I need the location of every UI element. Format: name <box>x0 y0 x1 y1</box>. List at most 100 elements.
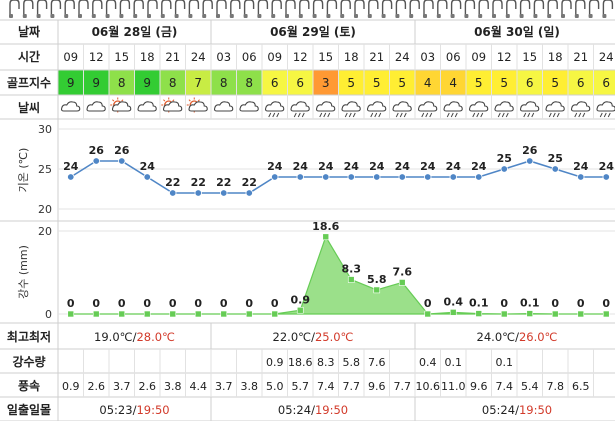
time-cell: 06 <box>446 50 461 64</box>
temperature-point <box>93 158 100 165</box>
golf-index-cell: 5 <box>390 71 415 95</box>
temperature-data-label: 24 <box>471 160 487 173</box>
temperature-data-label: 26 <box>114 144 130 157</box>
rainfall-point <box>450 309 456 315</box>
svg-text:9: 9 <box>92 76 100 90</box>
temperature-point <box>552 166 559 173</box>
rainfall-point <box>119 311 125 317</box>
rainfall-point <box>348 277 354 283</box>
time-cell: 12 <box>293 50 308 64</box>
temperature-data-label: 24 <box>395 160 411 173</box>
temperature-point <box>373 174 380 181</box>
date-row-label: 날짜 <box>18 24 40 39</box>
temperature-data-label: 24 <box>63 160 79 173</box>
svg-text:5: 5 <box>398 76 406 90</box>
golf-index-cell: 8 <box>161 71 186 95</box>
time-cell: 18 <box>548 50 563 64</box>
time-cell: 12 <box>89 50 104 64</box>
svg-text:9: 9 <box>67 76 75 90</box>
rainfall-data-label: 0 <box>92 297 100 310</box>
rainfall-data-label: 0 <box>245 297 253 310</box>
temperature-point <box>348 174 355 181</box>
temperature-point <box>246 190 253 197</box>
rainfall-data-label: 0 <box>271 297 279 310</box>
svg-text:8: 8 <box>118 76 126 90</box>
wind-cell: 0.9 <box>62 380 80 393</box>
rainfall-data-label: 0 <box>118 297 126 310</box>
golf-index-cell: 8 <box>212 71 237 95</box>
rainfall-point <box>195 311 201 317</box>
temperature-data-label: 24 <box>599 160 615 173</box>
svg-text:4: 4 <box>424 76 432 90</box>
svg-text:6: 6 <box>296 76 304 90</box>
time-cell: 15 <box>522 50 537 64</box>
svg-text:5: 5 <box>551 76 559 90</box>
temperature-data-label: 24 <box>369 160 385 173</box>
rainfall-point <box>425 311 431 317</box>
svg-text:7: 7 <box>194 76 202 90</box>
rainfall-point <box>272 311 278 317</box>
time-cell: 21 <box>573 50 588 64</box>
wind-cell: 11.0 <box>441 380 466 393</box>
rainfall-data-label: 7.6 <box>393 265 413 278</box>
rainfall-point <box>93 311 99 317</box>
svg-text:8: 8 <box>169 76 177 90</box>
rainfall-point <box>476 311 482 317</box>
y-tick-label: 30 <box>38 123 52 136</box>
rainfall-cell: 7.6 <box>368 356 386 369</box>
golf-index-cell: 6 <box>518 71 543 95</box>
temperature-point <box>424 174 431 181</box>
rainfall-cell: 8.3 <box>317 356 335 369</box>
rainfall-data-label: 0 <box>67 297 75 310</box>
rainfall-point <box>527 311 533 317</box>
rainfall-data-label: 0 <box>194 297 202 310</box>
time-cell: 03 <box>420 50 435 64</box>
golf-index-cell: 8 <box>237 71 262 95</box>
temperature-point <box>271 174 278 181</box>
temperature-data-label: 24 <box>140 160 156 173</box>
rainfall-point <box>297 307 303 313</box>
temperature-point <box>144 174 151 181</box>
wind-cell: 10.6 <box>416 380 441 393</box>
temperature-point <box>322 174 329 181</box>
golf-index-cell: 5 <box>543 71 568 95</box>
wind-cell: 6.5 <box>572 380 590 393</box>
wind-cell: 5.0 <box>266 380 284 393</box>
golf-index-cell: 5 <box>339 71 364 95</box>
temperature-data-label: 26 <box>522 144 538 157</box>
wind-cell: 9.6 <box>470 380 488 393</box>
wind-cell: 4.4 <box>190 380 208 393</box>
time-cell: 15 <box>318 50 333 64</box>
temperature-point <box>577 174 584 181</box>
temperature-point <box>526 158 533 165</box>
golf-index-cell: 5 <box>492 71 517 95</box>
svg-text:8: 8 <box>220 76 228 90</box>
minmax-cell: 19.0℃/28.0℃ <box>94 330 175 344</box>
rainfall-data-label: 0 <box>169 297 177 310</box>
temperature-point <box>475 174 482 181</box>
temperature-data-label: 24 <box>318 160 334 173</box>
wind-cell: 3.7 <box>113 380 131 393</box>
rainfall-data-label: 18.6 <box>312 220 339 233</box>
y-tick-label: 20 <box>38 203 52 216</box>
golf-index-cell: 8 <box>110 71 135 95</box>
sun-cell: 05:24/19:50 <box>482 403 552 417</box>
day-label: 06월 30일 (일) <box>474 24 560 39</box>
wind-cell: 7.7 <box>394 380 412 393</box>
rainfall-data-label: 0 <box>577 297 585 310</box>
temperature-point <box>118 158 125 165</box>
temperature-data-label: 24 <box>293 160 309 173</box>
rainfall-data-label: 0 <box>143 297 151 310</box>
golf-index-cell: 7 <box>186 71 211 95</box>
svg-text:5: 5 <box>373 76 381 90</box>
temperature-point <box>67 174 74 181</box>
svg-text:4: 4 <box>449 76 457 90</box>
temperature-point <box>501 166 508 173</box>
y-tick-label: 20 <box>38 225 52 238</box>
time-cell: 24 <box>191 50 206 64</box>
rainfall-data-label: 8.3 <box>342 263 362 276</box>
svg-text:5: 5 <box>347 76 355 90</box>
minmax-row-label: 최고최저 <box>7 329 51 344</box>
